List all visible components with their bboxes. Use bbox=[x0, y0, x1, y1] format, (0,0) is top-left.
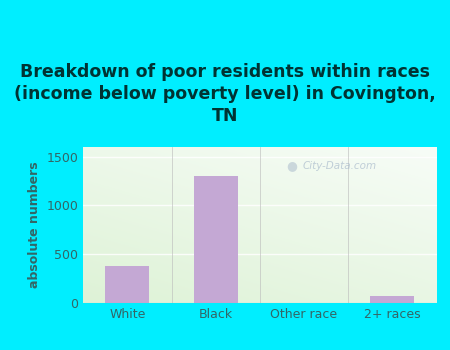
Bar bbox=[105, 266, 149, 303]
Text: City-Data.com: City-Data.com bbox=[302, 161, 376, 171]
Bar bbox=[194, 176, 238, 303]
Bar bbox=[370, 296, 414, 303]
Text: Breakdown of poor residents within races
(income below poverty level) in Covingt: Breakdown of poor residents within races… bbox=[14, 63, 436, 125]
Y-axis label: absolute numbers: absolute numbers bbox=[28, 162, 41, 288]
Text: ●: ● bbox=[286, 159, 297, 172]
